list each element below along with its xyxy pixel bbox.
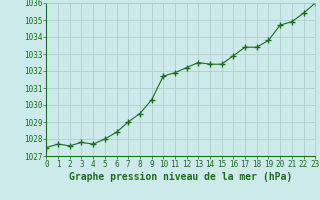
X-axis label: Graphe pression niveau de la mer (hPa): Graphe pression niveau de la mer (hPa) [69,172,292,182]
